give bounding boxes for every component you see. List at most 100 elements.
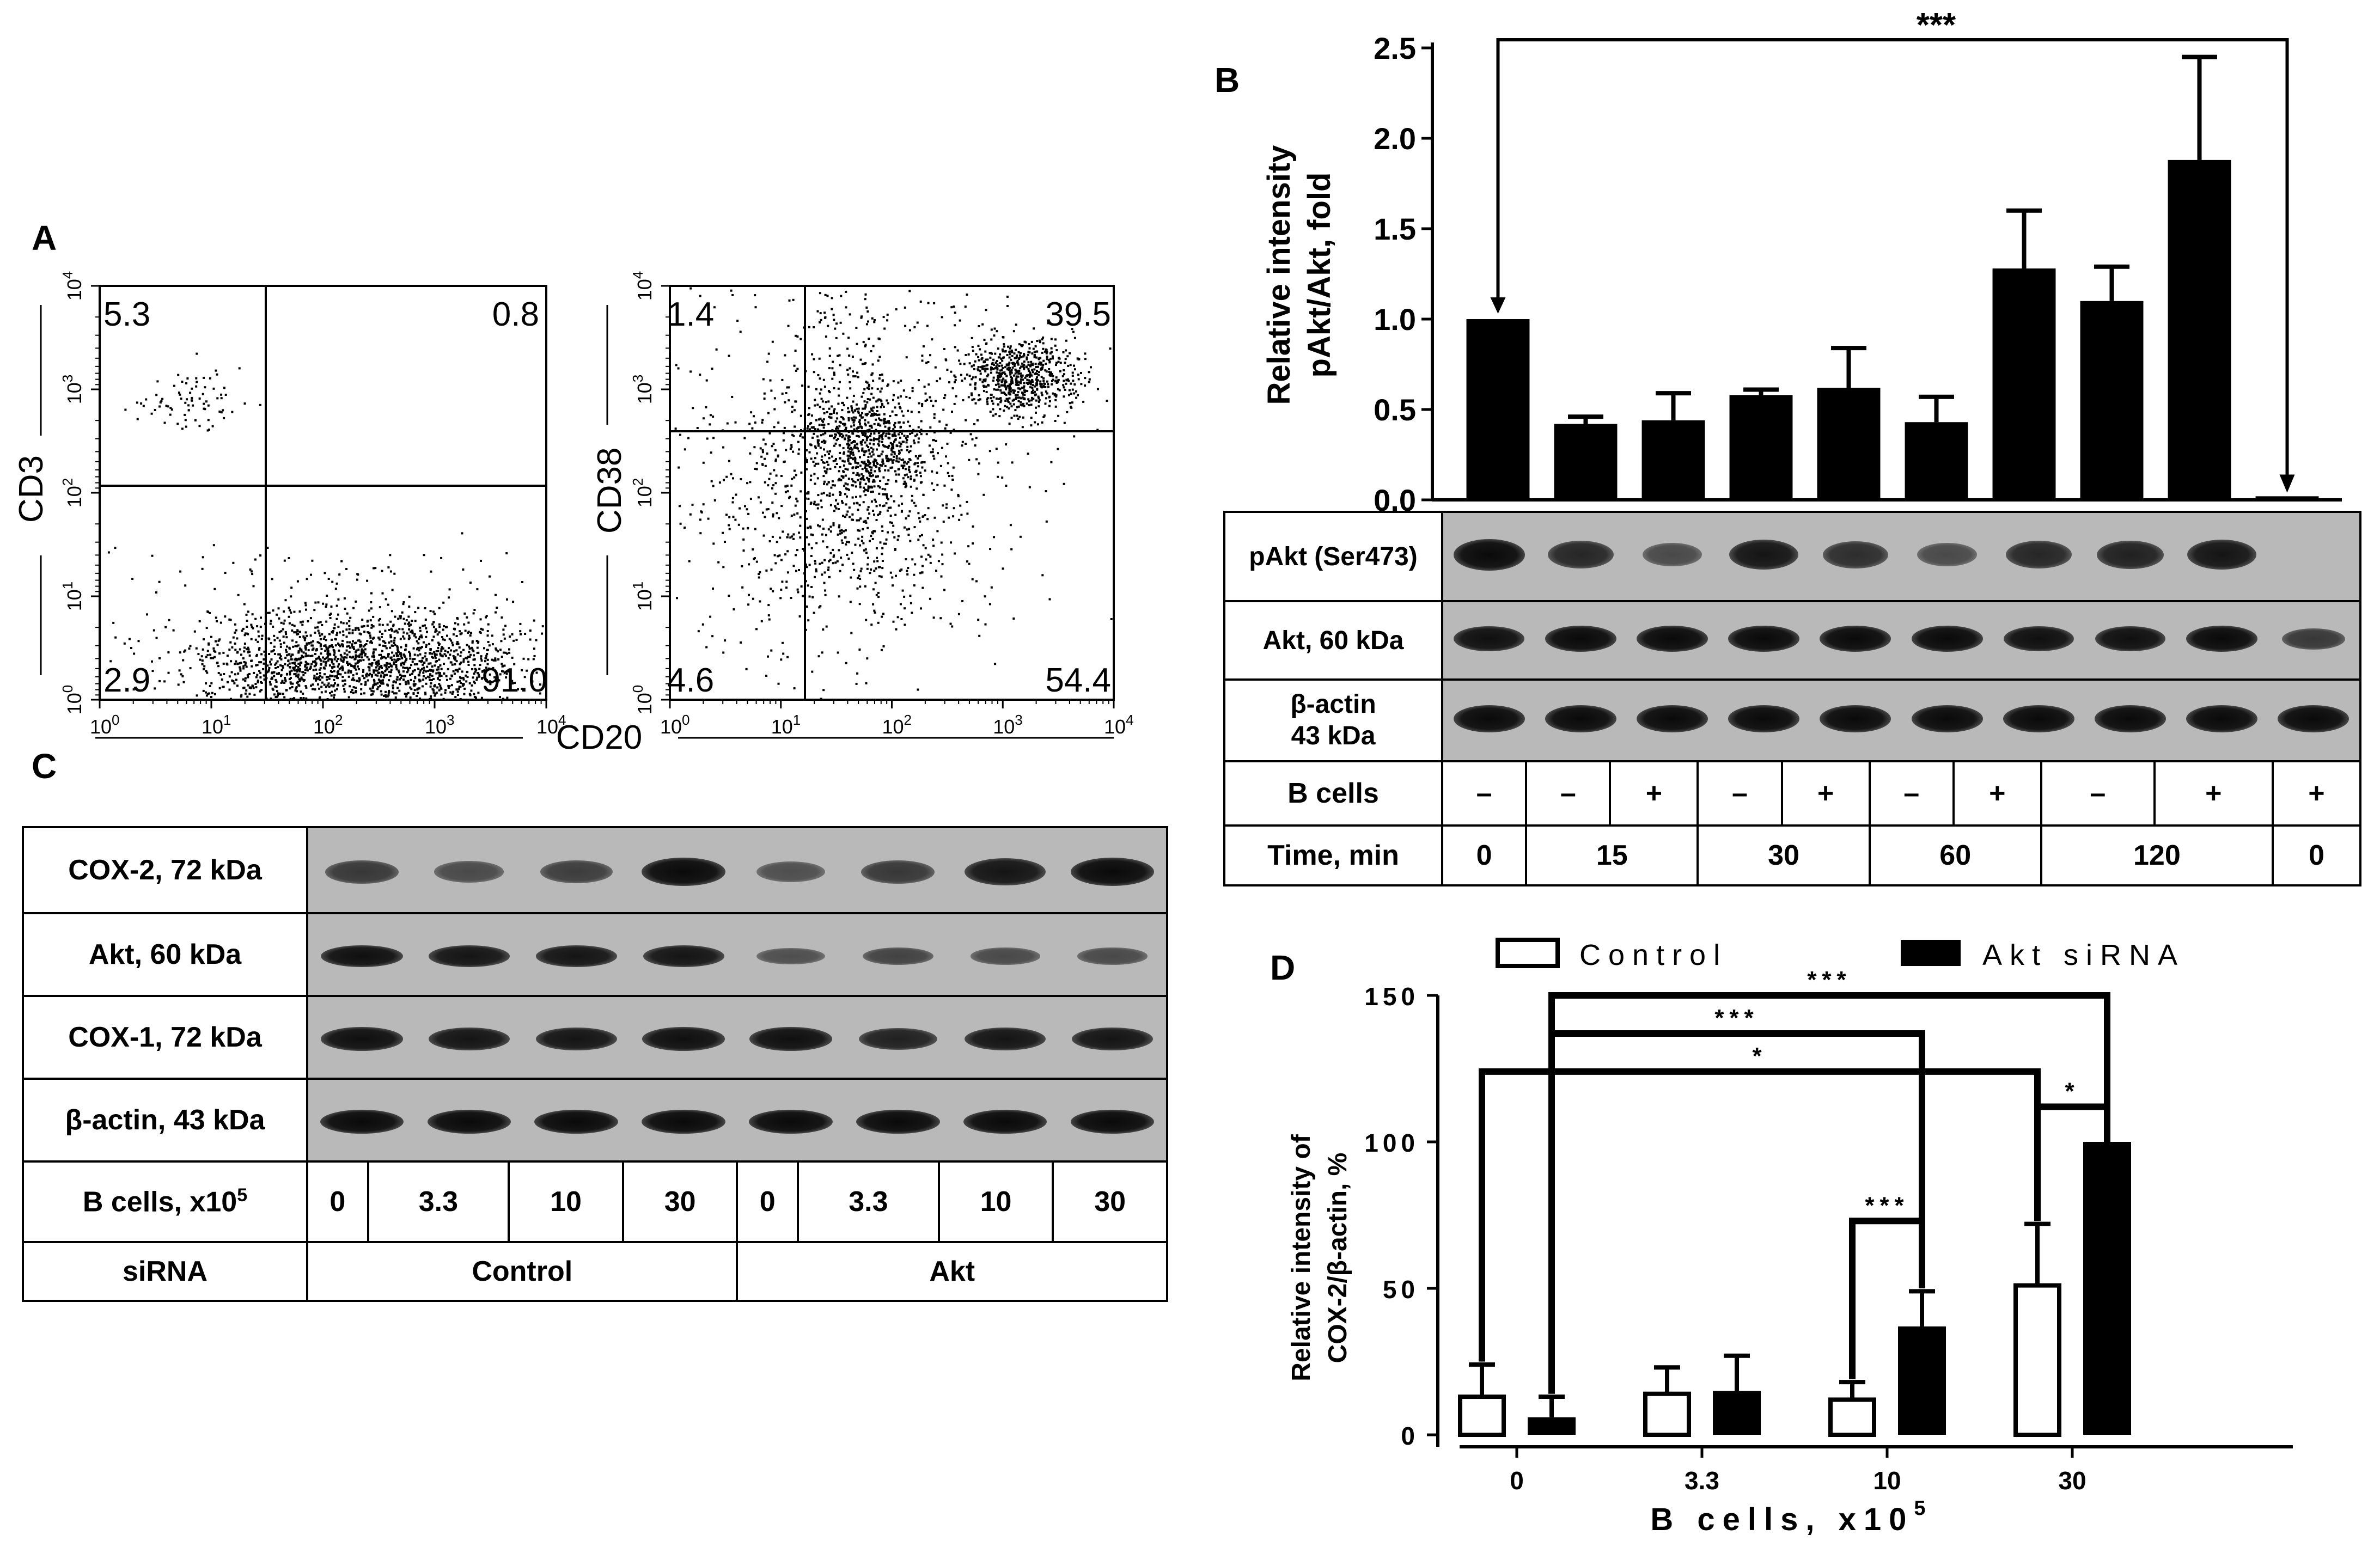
flow-dot bbox=[832, 562, 834, 565]
flow-dot bbox=[826, 546, 829, 548]
flow-dot bbox=[395, 629, 398, 632]
flow-dot bbox=[819, 392, 821, 395]
flow-dot bbox=[898, 441, 901, 444]
flow-dot bbox=[820, 388, 822, 391]
flow-dot bbox=[285, 649, 288, 651]
flow-dot bbox=[851, 496, 854, 499]
flow-dot bbox=[826, 494, 828, 497]
flow-dot bbox=[1028, 370, 1030, 372]
flow-dot bbox=[718, 481, 721, 484]
flow-dot bbox=[832, 555, 835, 558]
flow-dot bbox=[440, 668, 443, 670]
flow-dot bbox=[848, 455, 851, 457]
flow-dot bbox=[367, 625, 369, 627]
flow-dot bbox=[232, 561, 235, 564]
flow-dot bbox=[748, 563, 750, 566]
flow-dot bbox=[480, 655, 483, 658]
flow-dot bbox=[286, 645, 288, 648]
flow-dot bbox=[863, 388, 866, 390]
flow-dot bbox=[381, 657, 383, 659]
flow-dot bbox=[1023, 389, 1026, 392]
flow-dot bbox=[859, 456, 861, 458]
flow-dot bbox=[297, 673, 300, 676]
flow-dot bbox=[897, 535, 900, 537]
flow-dot bbox=[333, 670, 335, 672]
flow-dot bbox=[884, 464, 887, 467]
flow-dot bbox=[728, 524, 730, 527]
flow-dot bbox=[1036, 379, 1039, 382]
flow-dot bbox=[939, 377, 942, 380]
flow-dot bbox=[331, 666, 333, 669]
flow-xtick-label: 103 bbox=[993, 712, 1023, 738]
flow-dot bbox=[873, 513, 875, 516]
flow-dot bbox=[817, 494, 820, 497]
flow-dot bbox=[828, 560, 831, 562]
flow-dot bbox=[887, 447, 890, 449]
flow-dot bbox=[318, 687, 321, 690]
flow-dot bbox=[779, 597, 782, 600]
flow-dot bbox=[865, 552, 868, 554]
flow-dot bbox=[943, 397, 945, 399]
flow-dot bbox=[972, 364, 975, 366]
flow-dot bbox=[429, 685, 432, 688]
flow-dot bbox=[954, 379, 957, 381]
flow-dot bbox=[993, 334, 996, 337]
flow-dot bbox=[189, 392, 192, 394]
flow-dot bbox=[795, 497, 798, 500]
flow-dot bbox=[910, 411, 913, 413]
flow-dot bbox=[916, 487, 918, 490]
flow-dot bbox=[429, 698, 431, 700]
flow-dot bbox=[820, 698, 822, 700]
flow-dot bbox=[899, 431, 901, 433]
flow-dot bbox=[898, 433, 900, 436]
flow-dot bbox=[320, 659, 322, 662]
flow-dot bbox=[317, 629, 320, 632]
flow-dot bbox=[280, 621, 283, 624]
flow-dot bbox=[458, 686, 461, 688]
flow-dot bbox=[326, 698, 329, 700]
flow-dot bbox=[327, 654, 329, 657]
flow-dot bbox=[989, 356, 992, 359]
flow-dot bbox=[1034, 372, 1037, 375]
flow-dot bbox=[920, 429, 923, 431]
flow-dot bbox=[404, 693, 406, 695]
flow-dot bbox=[827, 430, 830, 432]
flow-dot bbox=[455, 660, 458, 663]
flow-dot bbox=[270, 697, 272, 700]
flow-dot bbox=[378, 623, 381, 626]
flow-dot bbox=[847, 419, 850, 421]
flow-dot bbox=[803, 572, 805, 574]
flow-dot bbox=[835, 322, 838, 325]
flow-dot bbox=[352, 674, 355, 677]
flow-dot bbox=[911, 494, 913, 497]
flow-dot bbox=[688, 560, 691, 562]
flow-dot bbox=[859, 464, 862, 467]
flow-dot bbox=[297, 676, 300, 678]
flow-dot bbox=[767, 484, 770, 487]
flow-dot bbox=[777, 682, 780, 685]
flow-dot bbox=[306, 634, 308, 637]
flow-dot bbox=[717, 561, 720, 564]
flow-dot bbox=[796, 588, 799, 591]
flow-dot bbox=[176, 423, 179, 425]
flow-dot bbox=[268, 638, 271, 640]
flow-dot bbox=[358, 639, 361, 642]
flow-dot bbox=[1077, 374, 1079, 376]
flow-dot bbox=[791, 478, 794, 480]
flow-dot bbox=[1008, 423, 1011, 425]
flow-dot bbox=[881, 525, 883, 528]
flow-dot bbox=[431, 688, 434, 690]
flow-dot bbox=[272, 609, 274, 612]
flow-dot bbox=[329, 645, 332, 647]
flow-dot bbox=[352, 677, 355, 680]
flow-dot bbox=[457, 623, 460, 626]
flow-dot bbox=[746, 508, 748, 511]
flow-dot bbox=[333, 623, 336, 626]
flow-dot bbox=[907, 567, 910, 569]
panel-a-flow-plots: 5.3 0.8 2.9 91.0 100 101 102 103 10410410310… bbox=[13, 271, 1134, 751]
flow-dot bbox=[877, 596, 880, 598]
flow-dot bbox=[856, 587, 859, 590]
flow-dot bbox=[870, 466, 873, 469]
flow-dot bbox=[808, 326, 810, 328]
flow-dot bbox=[426, 675, 429, 678]
